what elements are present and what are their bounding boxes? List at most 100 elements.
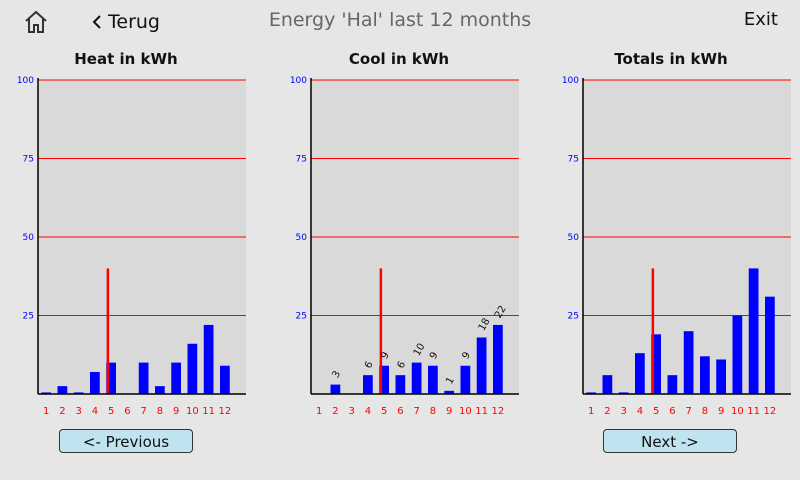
bar-month-4 [363, 375, 373, 394]
back-label: Terug [108, 11, 160, 33]
bar-month-7 [138, 362, 149, 394]
x-tick-label: 9 [173, 406, 179, 417]
x-tick-label: 11 [747, 406, 760, 417]
bar-month-7 [683, 331, 694, 394]
home-icon [25, 10, 47, 33]
y-tick-label: 50 [23, 233, 35, 243]
bar-month-11 [203, 324, 214, 394]
y-tick-label: 25 [568, 312, 579, 322]
y-tick-label: 50 [296, 233, 308, 243]
bar-month-2 [330, 384, 341, 394]
x-tick-label: 5 [108, 406, 114, 417]
x-tick-label: 1 [588, 406, 594, 417]
x-tick-label: 6 [669, 406, 675, 417]
chevron-left-icon [92, 15, 101, 29]
x-tick-label: 1 [316, 406, 322, 417]
x-tick-label: 12 [764, 406, 777, 417]
totals-chart-title: Totals in kWh [614, 50, 728, 68]
y-tick-label: 100 [290, 76, 307, 86]
bar-month-4 [90, 372, 100, 394]
bar-month-2 [602, 375, 613, 394]
bar-month-10 [187, 343, 198, 394]
bar-month-1 [586, 392, 596, 394]
y-tick-label: 75 [23, 155, 34, 165]
bar-month-11 [748, 268, 759, 394]
x-tick-label: 3 [75, 406, 81, 417]
bar-month-5 [106, 362, 116, 394]
exit-button[interactable]: Exit [743, 9, 778, 30]
y-tick-label: 25 [23, 312, 34, 322]
next-button[interactable]: Next -> [603, 429, 737, 453]
x-tick-label: 10 [731, 406, 744, 417]
y-tick-label: 25 [296, 312, 307, 322]
x-tick-label: 10 [459, 406, 472, 417]
x-tick-label: 11 [202, 406, 215, 417]
data-label: 10 [412, 342, 428, 359]
x-tick-label: 7 [685, 406, 691, 417]
x-tick-label: 5 [653, 406, 659, 417]
x-tick-label: 3 [620, 406, 626, 417]
x-tick-label: 6 [397, 406, 403, 417]
bar-month-11 [476, 337, 487, 394]
bar-month-9 [171, 362, 181, 394]
bar-month-6 [395, 375, 406, 394]
x-tick-label: 2 [332, 406, 338, 417]
x-tick-label: 10 [186, 406, 199, 417]
data-label: 6 [363, 360, 376, 371]
cool-chart-title: Cool in kWh [348, 50, 450, 68]
x-tick-label: 5 [381, 406, 387, 417]
bar-month-9 [716, 359, 726, 394]
x-tick-label: 8 [430, 406, 436, 417]
x-tick-label: 1 [43, 406, 49, 417]
bar-month-8 [700, 356, 710, 394]
bar-month-6 [667, 375, 678, 394]
y-tick-label: 75 [568, 155, 579, 165]
top-bar: Terug Energy 'Hal' last 12 months Exit [0, 0, 800, 44]
data-label: 6 [395, 360, 408, 371]
bar-month-12 [765, 296, 775, 394]
bar-month-3 [618, 392, 629, 394]
x-tick-label: 9 [446, 406, 452, 417]
x-tick-label: 8 [157, 406, 163, 417]
data-label: 9 [379, 350, 392, 361]
bar-month-5 [379, 365, 389, 394]
bar-month-9 [444, 390, 454, 394]
x-tick-label: 2 [59, 406, 65, 417]
bar-month-1 [41, 392, 51, 394]
bar-month-3 [73, 392, 84, 394]
bar-month-2 [57, 386, 68, 394]
x-tick-label: 2 [604, 406, 610, 417]
heat-chart-title: Heat in kWh [74, 50, 178, 68]
bar-month-5 [651, 334, 661, 394]
x-tick-label: 12 [219, 406, 232, 417]
x-tick-label: 4 [637, 406, 643, 417]
x-tick-label: 11 [475, 406, 488, 417]
bar-month-8 [155, 386, 165, 394]
x-tick-label: 4 [92, 406, 98, 417]
x-tick-label: 9 [718, 406, 724, 417]
y-tick-label: 100 [562, 76, 579, 86]
back-button[interactable]: Terug [92, 9, 160, 35]
bar-month-4 [635, 353, 645, 394]
data-label: 3 [330, 369, 343, 380]
x-tick-label: 12 [492, 406, 505, 417]
previous-button[interactable]: <- Previous [59, 429, 193, 453]
x-tick-label: 4 [365, 406, 371, 417]
bar-month-12 [493, 324, 503, 394]
x-tick-label: 7 [140, 406, 146, 417]
home-button[interactable] [22, 8, 50, 36]
bar-month-10 [732, 315, 743, 394]
bar-month-10 [460, 365, 471, 394]
data-label: 9 [460, 350, 473, 361]
x-tick-label: 3 [348, 406, 354, 417]
y-tick-label: 50 [568, 233, 580, 243]
x-tick-label: 7 [413, 406, 419, 417]
y-tick-label: 75 [296, 155, 307, 165]
x-tick-label: 8 [702, 406, 708, 417]
data-label: 9 [428, 350, 441, 361]
y-tick-label: 100 [17, 76, 34, 86]
x-tick-label: 6 [124, 406, 130, 417]
